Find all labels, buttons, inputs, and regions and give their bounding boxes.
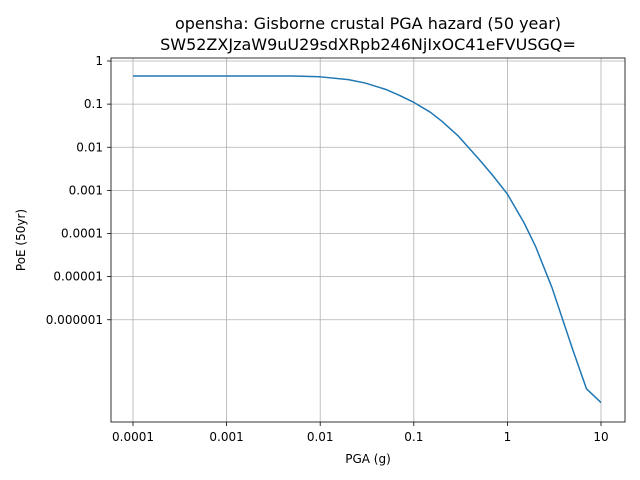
y-tick-label: 0.00001 (53, 270, 103, 284)
x-tick-label: 0.0001 (112, 430, 154, 444)
grid-layer (111, 58, 625, 422)
chart-subtitle: SW52ZXJzaW9uU29sdXRpb246NjIxOC41eFVUSGQ= (160, 35, 576, 54)
x-tick-label: 10 (593, 430, 608, 444)
y-tick-label: 0.001 (69, 183, 103, 197)
y-axis-label: PoE (50yr) (14, 209, 28, 271)
plot-frame (110, 57, 626, 423)
y-tick-label: 0.01 (76, 140, 103, 154)
x-tick-label: 0.01 (307, 430, 334, 444)
x-tick-label: 1 (504, 430, 512, 444)
hazard-curve-line (133, 75, 602, 404)
chart-title: opensha: Gisborne crustal PGA hazard (50… (175, 14, 561, 33)
x-tick-label: 0.1 (404, 430, 423, 444)
x-tick-label: 0.001 (209, 430, 243, 444)
y-tick-label: 1 (95, 54, 103, 68)
x-axis-label: PGA (g) (345, 452, 391, 466)
tick-layer: 0.0001 0.001 0.01 0.1 1 10 1 0.1 0.01 0.001 0.0001… (46, 54, 609, 444)
series-layer (133, 75, 602, 404)
y-tick-label: 0.0001 (61, 227, 103, 241)
y-tick-label: 0.1 (84, 97, 103, 111)
y-tick-label: 0.000001 (46, 313, 103, 327)
